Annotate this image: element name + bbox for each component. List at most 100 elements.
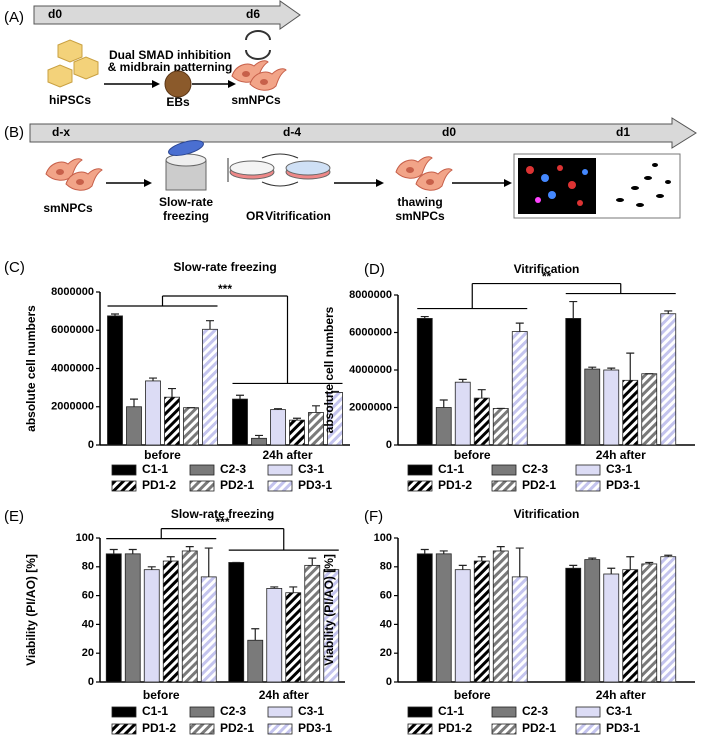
bar: [473, 397, 490, 446]
error-bar: [308, 557, 317, 566]
stage-label: thawing: [397, 195, 442, 209]
error-bar: [458, 378, 467, 383]
bar: [164, 396, 180, 446]
day-label: d6: [246, 7, 260, 21]
treatment: Dual SMAD inhibition: [109, 48, 231, 62]
cycle-icon: [245, 30, 271, 60]
legend-swatch: [267, 706, 293, 718]
error-bar: [331, 390, 339, 393]
legend-label: PD3-1: [298, 478, 332, 492]
panel-label: (F): [364, 508, 383, 525]
bar: [584, 559, 601, 683]
legend-swatch: [111, 706, 137, 718]
bar: [266, 588, 283, 683]
y-tick-label: 40: [82, 618, 94, 630]
legend-label: C1-1: [142, 462, 168, 476]
legend-swatch: [267, 464, 293, 476]
x-tick-label: 24h after: [262, 448, 312, 462]
error-bar: [111, 313, 119, 316]
error-bar: [477, 556, 486, 562]
bar: [228, 562, 245, 683]
y-tick-label: 6000000: [51, 324, 94, 336]
bar: [641, 563, 658, 683]
timeline-arrow: [29, 117, 697, 149]
method-label: freezing: [163, 209, 209, 223]
legend-label: PD2-1: [220, 478, 254, 492]
y-tick-label: 0: [88, 676, 94, 688]
arrow-head: [152, 80, 160, 88]
legend-label: PD1-2: [438, 721, 472, 735]
legend-swatch: [111, 480, 137, 492]
bar: [107, 315, 123, 446]
y-tick-label: 0: [386, 676, 392, 688]
arrow-head: [228, 80, 236, 88]
legend-label: PD3-1: [298, 721, 332, 735]
error-bar: [477, 389, 486, 399]
legend-swatch: [189, 723, 215, 735]
legend-swatch: [491, 480, 517, 492]
stage-label: smNPCs: [395, 209, 445, 223]
legend-swatch: [407, 464, 433, 476]
panel-label: (B): [4, 124, 24, 141]
legend-label: PD1-2: [142, 478, 176, 492]
arrow-head: [144, 179, 152, 187]
bar: [622, 379, 639, 446]
panel-label: (C): [4, 259, 25, 276]
x-tick-label: before: [143, 688, 180, 702]
error-bar: [204, 547, 213, 577]
y-tick-label: 0: [88, 439, 94, 451]
legend-label: C2-3: [522, 704, 548, 718]
bar: [124, 553, 141, 683]
bar: [143, 569, 160, 683]
error-bar: [236, 394, 244, 400]
y-tick-label: 6000000: [349, 326, 392, 338]
error-bar: [515, 322, 524, 332]
y-tick-label: 4000000: [51, 362, 94, 374]
day-label: d-x: [52, 125, 70, 139]
error-bar: [206, 320, 214, 330]
bar: [660, 313, 677, 446]
y-tick-label: 8000000: [349, 289, 392, 301]
error-bar: [515, 547, 524, 577]
error-bar: [289, 586, 298, 593]
legend-label: C1-1: [438, 462, 464, 476]
bar: [183, 407, 199, 446]
error-bar: [588, 557, 597, 560]
stage-label: smNPCs: [43, 201, 93, 215]
stage-label: smNPCs: [231, 93, 281, 107]
panel-label: (D): [364, 261, 385, 278]
bar: [285, 592, 302, 683]
legend-swatch: [267, 723, 293, 735]
error-bar: [168, 387, 176, 398]
bar: [511, 331, 528, 446]
error-bar: [420, 315, 429, 319]
y-tick-label: 2000000: [51, 401, 94, 413]
error-bar: [626, 556, 635, 570]
treatment: & midbrain patterning: [108, 60, 233, 74]
bar: [200, 576, 217, 683]
y-tick-label: 0: [386, 439, 392, 451]
bar: [565, 318, 582, 446]
error-bar: [607, 567, 616, 574]
legend-swatch: [111, 464, 137, 476]
significance: **: [542, 270, 552, 284]
x-tick-label: before: [454, 448, 491, 462]
legend-swatch: [491, 464, 517, 476]
legend-swatch: [575, 706, 601, 718]
y-tick-label: 100: [76, 532, 94, 544]
legend-swatch: [407, 723, 433, 735]
error-bar: [569, 564, 578, 569]
legend-label: PD2-1: [220, 721, 254, 735]
error-bar: [626, 352, 635, 381]
error-bar: [128, 548, 137, 554]
error-bar: [439, 399, 448, 408]
freezing-container: [165, 140, 207, 191]
result-images: [513, 153, 681, 219]
bar: [181, 550, 198, 683]
day-label: d0: [48, 7, 62, 21]
error-bar: [312, 405, 320, 413]
bar: [492, 408, 509, 446]
stage-label: EBs: [166, 95, 190, 109]
hipsc-icon: [47, 39, 99, 88]
